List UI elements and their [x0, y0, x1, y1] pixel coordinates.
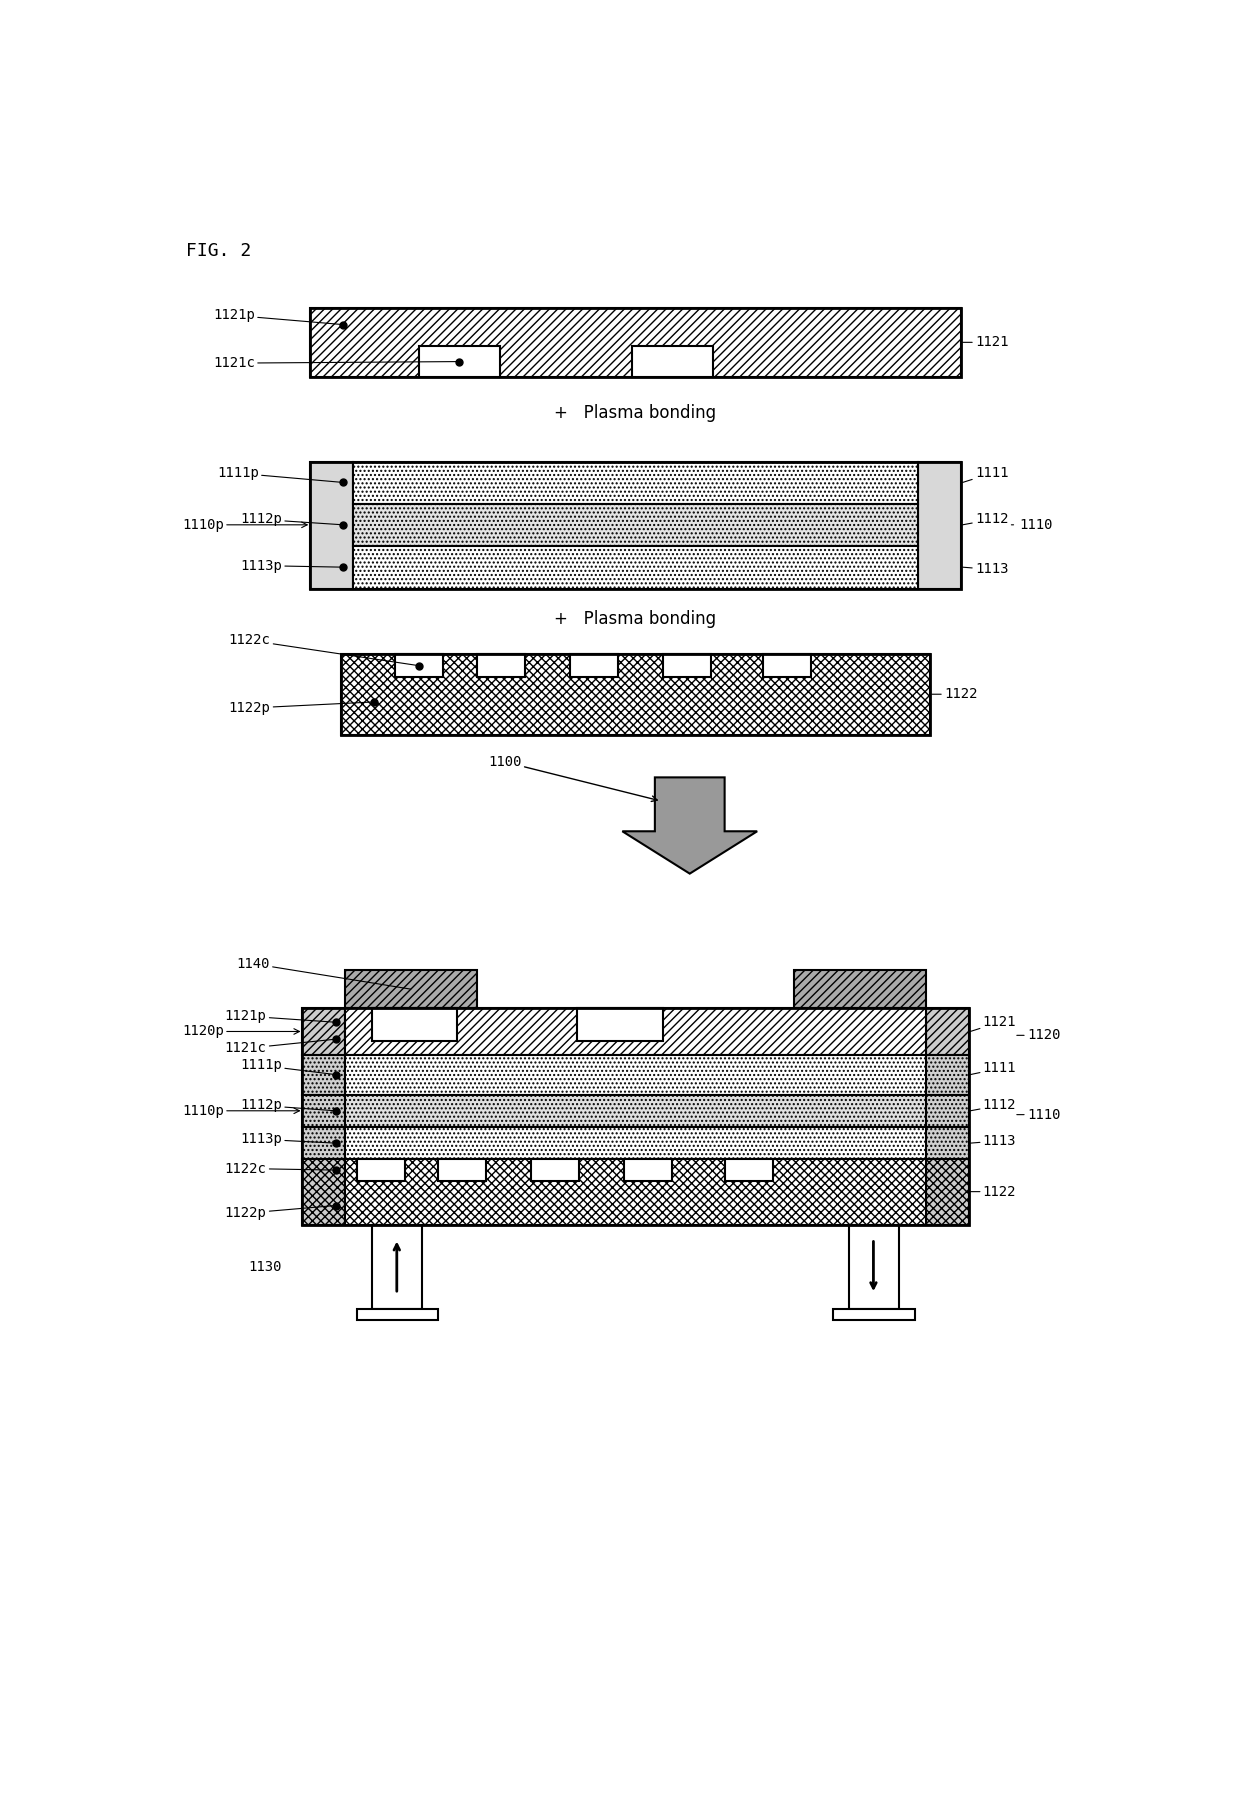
- Text: 1112: 1112: [971, 1098, 1017, 1112]
- Text: 1140: 1140: [237, 956, 410, 988]
- Bar: [764, 655, 811, 678]
- Bar: [662, 655, 711, 678]
- Bar: [341, 655, 930, 736]
- Text: 1120p: 1120p: [182, 1024, 299, 1039]
- Bar: [926, 1055, 968, 1094]
- Bar: [345, 1159, 926, 1225]
- Text: 1122c: 1122c: [224, 1161, 336, 1175]
- Bar: [352, 547, 919, 588]
- Text: 1122c: 1122c: [228, 633, 419, 666]
- Bar: [303, 1094, 345, 1127]
- Bar: [926, 1159, 968, 1225]
- Text: 1113: 1113: [962, 563, 1008, 576]
- Polygon shape: [622, 777, 758, 874]
- Bar: [352, 504, 919, 547]
- Bar: [345, 1008, 926, 1055]
- Text: 1113p: 1113p: [241, 1132, 336, 1146]
- Bar: [631, 346, 713, 377]
- Text: 1122: 1122: [971, 1184, 1017, 1198]
- Bar: [724, 1159, 773, 1180]
- Bar: [795, 971, 926, 1008]
- Bar: [531, 1159, 579, 1180]
- Bar: [476, 655, 525, 678]
- Bar: [833, 1310, 915, 1320]
- Bar: [372, 1008, 458, 1041]
- Text: 1121p: 1121p: [213, 309, 343, 325]
- Bar: [310, 461, 961, 588]
- Bar: [438, 1159, 486, 1180]
- Bar: [926, 1008, 968, 1055]
- Bar: [396, 655, 444, 678]
- Bar: [926, 1094, 968, 1127]
- Bar: [357, 1310, 438, 1320]
- Text: 1100: 1100: [489, 755, 657, 802]
- Text: 1112: 1112: [962, 513, 1008, 526]
- Text: 1110: 1110: [1012, 518, 1053, 531]
- Bar: [303, 1159, 345, 1225]
- Text: 1111: 1111: [962, 466, 1008, 483]
- Bar: [303, 1127, 345, 1159]
- Bar: [341, 655, 930, 736]
- Text: 1110p: 1110p: [182, 1103, 299, 1118]
- Text: 1111: 1111: [971, 1062, 1017, 1075]
- Text: 1110: 1110: [1017, 1107, 1060, 1121]
- Bar: [848, 1225, 899, 1310]
- Bar: [926, 1127, 968, 1159]
- Bar: [352, 461, 919, 504]
- Text: 1112p: 1112p: [241, 1098, 336, 1112]
- Text: 1121: 1121: [962, 335, 1008, 350]
- Text: FIG. 2: FIG. 2: [186, 242, 252, 260]
- Bar: [419, 346, 500, 377]
- Text: +   Plasma bonding: + Plasma bonding: [554, 610, 717, 628]
- Bar: [578, 1008, 662, 1041]
- Bar: [310, 461, 352, 588]
- Text: 1111p: 1111p: [217, 466, 343, 483]
- Bar: [310, 309, 961, 377]
- Text: 1120: 1120: [1017, 1028, 1060, 1042]
- Bar: [624, 1159, 672, 1180]
- Bar: [303, 1008, 968, 1225]
- Text: 1121p: 1121p: [224, 1008, 336, 1023]
- Bar: [357, 1159, 404, 1180]
- Text: 1121: 1121: [971, 1015, 1017, 1032]
- Bar: [303, 1008, 345, 1055]
- Bar: [345, 1055, 926, 1094]
- Text: 1122p: 1122p: [228, 701, 374, 716]
- Bar: [569, 655, 618, 678]
- Text: 1112p: 1112p: [241, 513, 343, 526]
- Bar: [345, 1127, 926, 1159]
- Bar: [372, 1225, 423, 1310]
- Text: 1113p: 1113p: [241, 558, 343, 572]
- Text: 1121c: 1121c: [213, 357, 459, 370]
- Text: +   Plasma bonding: + Plasma bonding: [554, 404, 717, 422]
- Bar: [303, 1055, 345, 1094]
- Text: 1110p: 1110p: [182, 518, 308, 531]
- Text: 1111p: 1111p: [241, 1058, 336, 1075]
- Text: 1113: 1113: [971, 1134, 1017, 1148]
- Bar: [345, 971, 476, 1008]
- Text: 1130: 1130: [248, 1259, 281, 1274]
- Bar: [919, 461, 961, 588]
- Text: 1122: 1122: [931, 687, 977, 701]
- Bar: [310, 309, 961, 377]
- Text: 1121c: 1121c: [224, 1039, 336, 1055]
- Text: 1122p: 1122p: [224, 1206, 336, 1220]
- Bar: [345, 1094, 926, 1127]
